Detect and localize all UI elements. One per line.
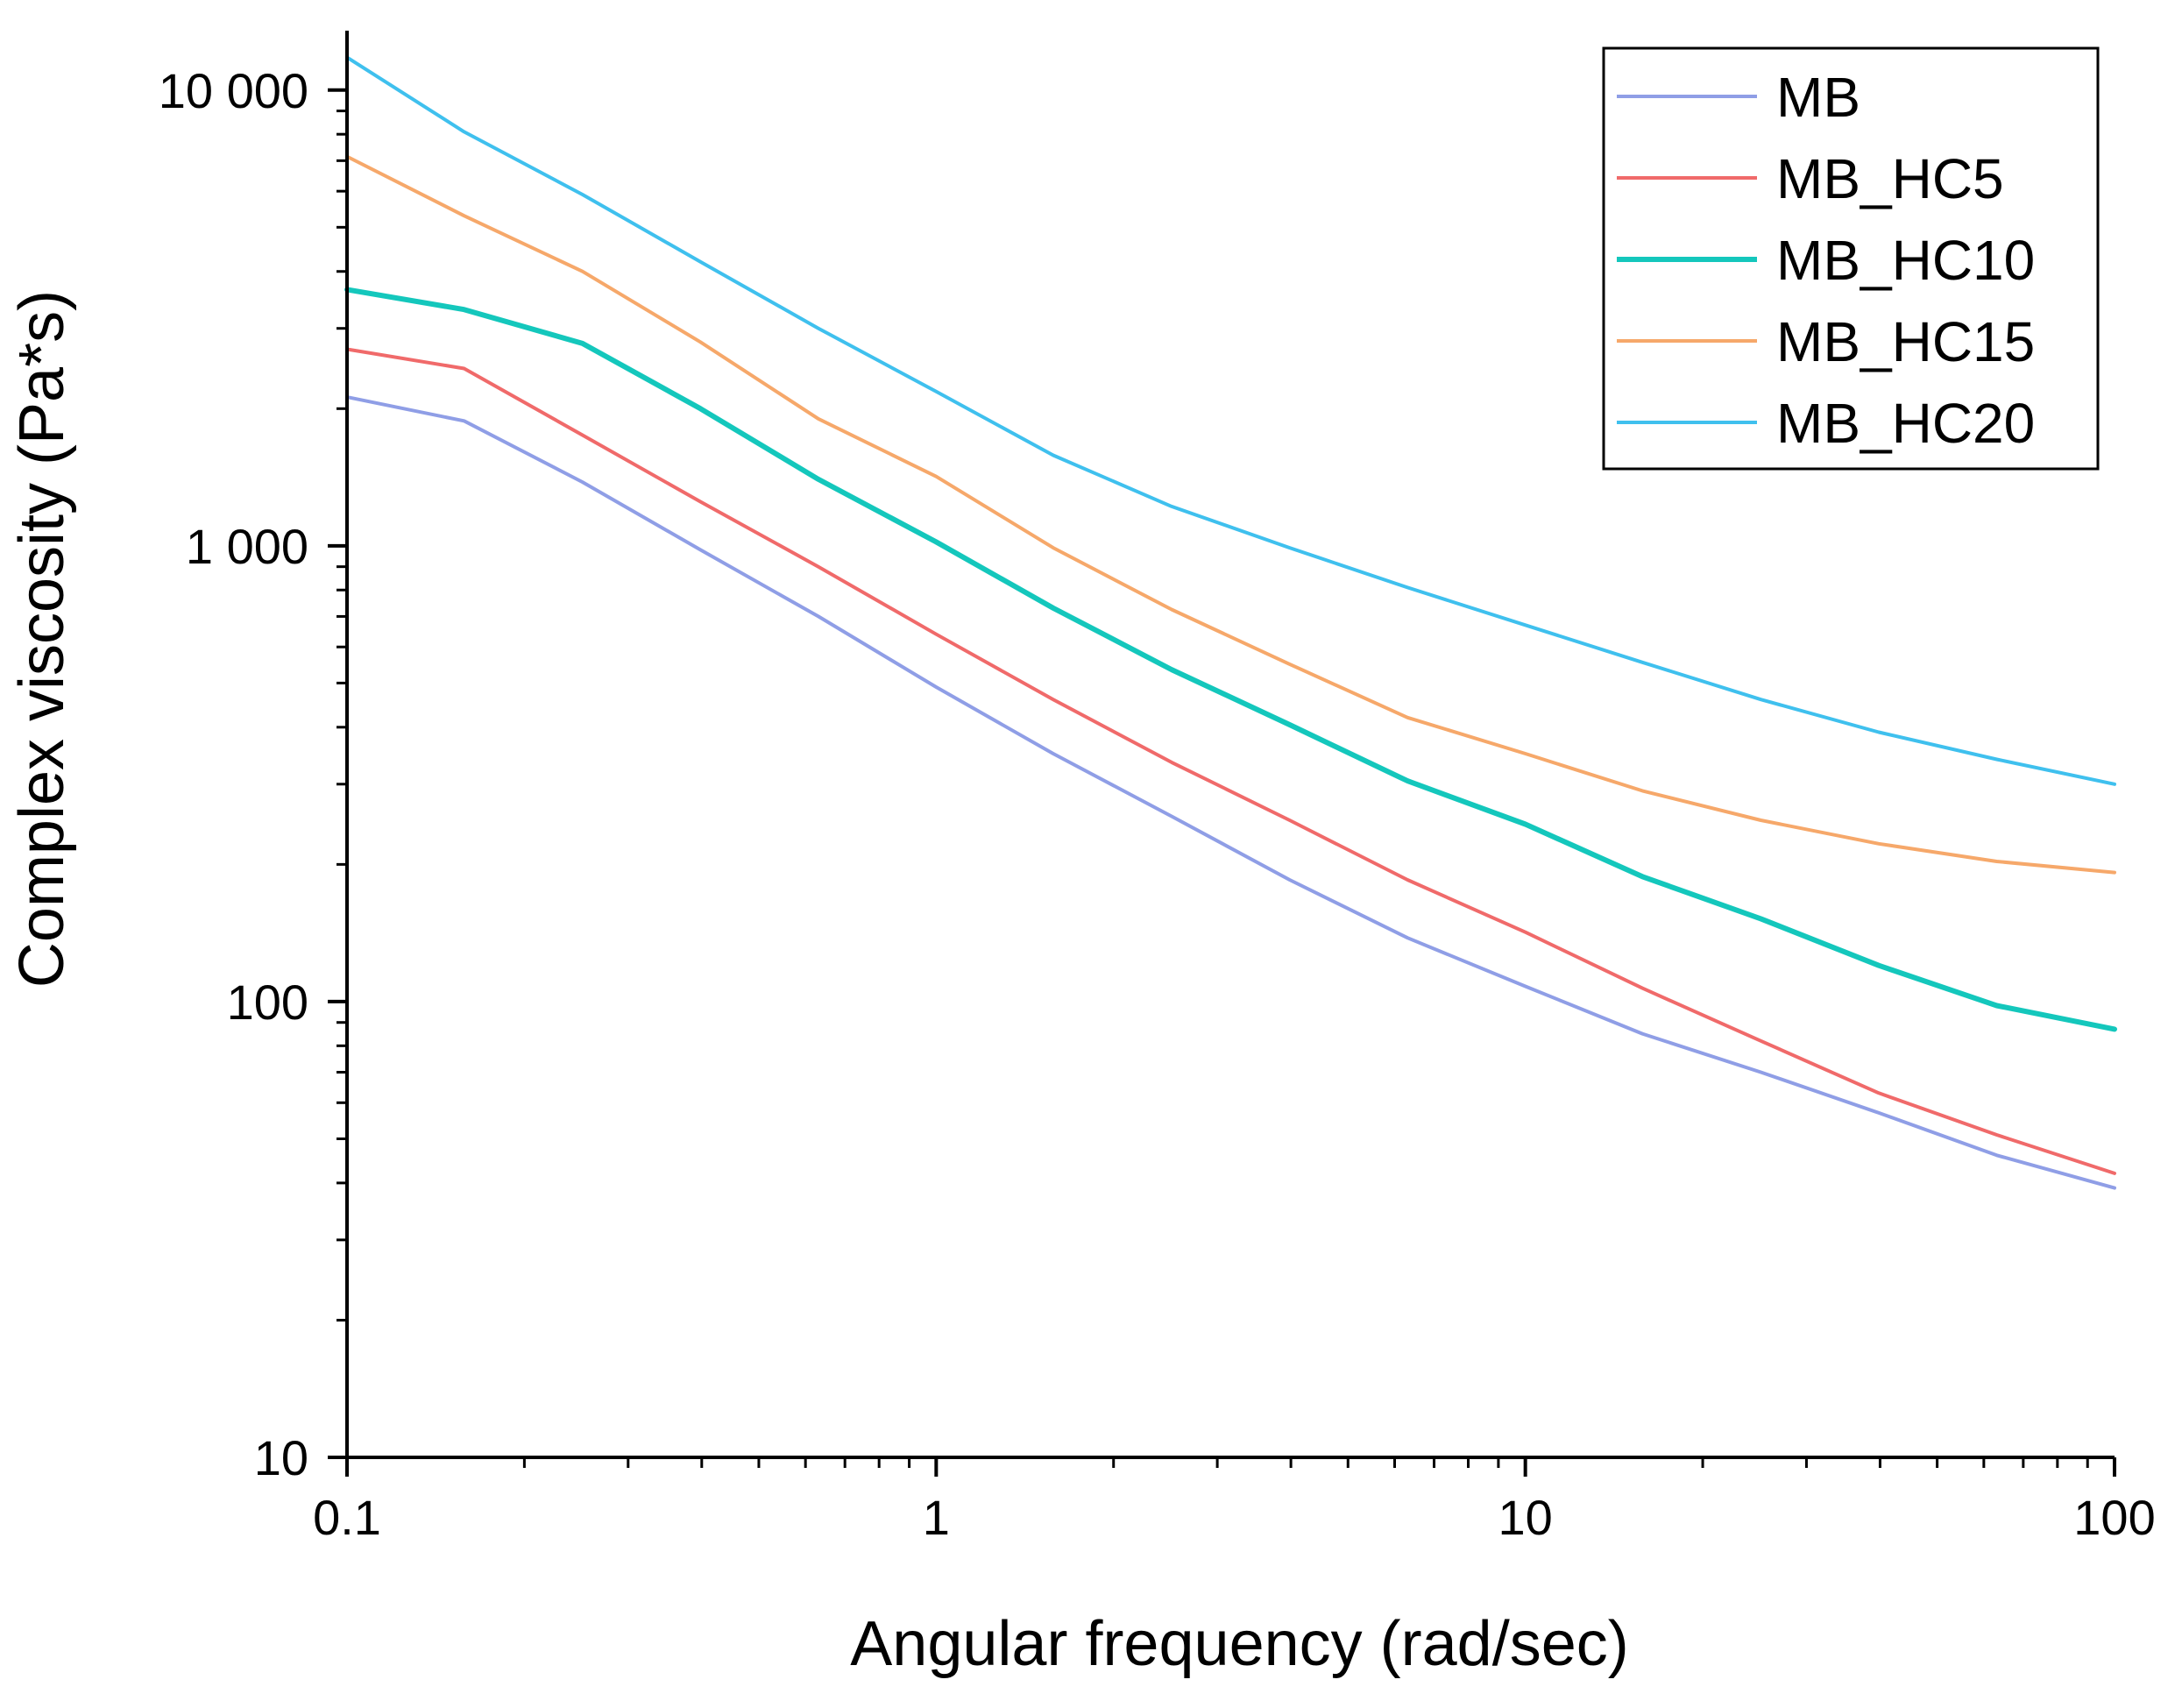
x-tick-label: 100: [2073, 1490, 2155, 1545]
legend-label: MB_HC20: [1776, 392, 2035, 455]
legend-label: MB_HC15: [1776, 310, 2035, 373]
y-tick-label: 10: [254, 1430, 308, 1485]
legend-label: MB_HC10: [1776, 229, 2035, 292]
series-line-mb-hc15: [345, 154, 2116, 875]
x-tick-label: 10: [1498, 1490, 1553, 1545]
legend-label: MB_HC5: [1776, 147, 2004, 210]
y-tick-label: 100: [227, 974, 308, 1030]
y-tick-label: 1 000: [186, 519, 308, 574]
series-line-mb-hc10: [344, 287, 2117, 1032]
y-axis-title: Complex viscosity (Pa*s): [7, 290, 77, 988]
x-tick-label: 0.1: [313, 1490, 381, 1545]
legend: MB MB_HC5 MB_HC10 MB_HC15 MB_HC20: [1602, 46, 2100, 471]
legend-label: MB: [1776, 66, 1860, 129]
series-layer: [344, 55, 2117, 1190]
x-axis-title: Angular frequency (rad/sec): [850, 1609, 1628, 1679]
series-line-mb: [345, 395, 2116, 1190]
series-line-mb-hc20: [345, 55, 2116, 786]
axes-layer: 0.1 1 10 100 10 100 1 000 10 000 Angular frequen…: [7, 31, 2156, 1679]
series-line-mb-hc5: [345, 347, 2116, 1175]
x-tick-label: 1: [923, 1490, 950, 1545]
y-tick-label: 10 000: [159, 63, 308, 118]
